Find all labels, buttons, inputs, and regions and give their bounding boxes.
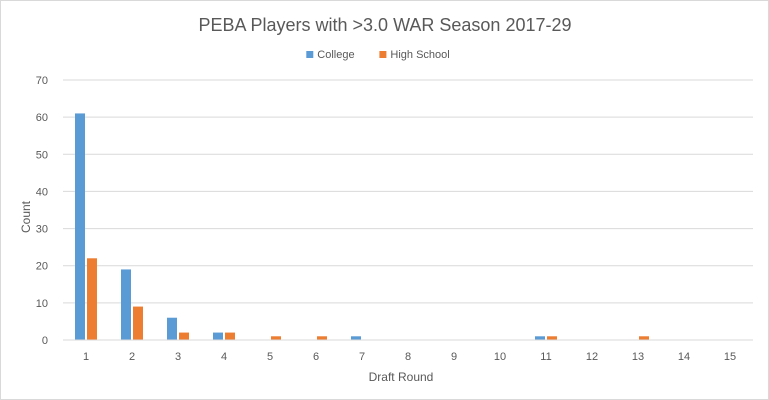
legend-swatch [306, 51, 314, 58]
bar-high-school [87, 258, 97, 340]
x-tick-label: 11 [540, 351, 551, 363]
x-tick-label: 1 [83, 351, 89, 363]
y-tick-label: 10 [36, 298, 48, 310]
x-tick-label: 8 [405, 351, 411, 363]
bar-college [213, 332, 223, 340]
bars [75, 113, 649, 340]
bar-college [121, 269, 131, 340]
bar-high-school [133, 306, 143, 340]
x-axis-label: Draft Round [369, 370, 434, 384]
y-tick-label: 30 [36, 224, 48, 236]
x-tick-label: 12 [586, 351, 598, 363]
bar-high-school [225, 332, 235, 340]
gridlines [63, 79, 753, 304]
x-tick-label: 14 [678, 351, 690, 363]
legend-label: College [317, 49, 354, 61]
y-tick-label: 70 [36, 75, 48, 87]
x-tick-label: 7 [359, 351, 365, 363]
x-tick-label: 6 [313, 351, 319, 363]
y-tick-label: 20 [36, 261, 48, 273]
chart-title: PEBA Players with >3.0 WAR Season 2017-2… [198, 15, 571, 35]
legend: College High School [306, 49, 450, 61]
x-tick-label: 2 [129, 351, 135, 363]
legend-swatch [379, 51, 387, 58]
x-tick-label: 15 [724, 351, 736, 363]
y-axis-ticks: 0 10 20 30 40 50 60 70 [36, 75, 48, 347]
bar-high-school [179, 332, 189, 340]
y-tick-label: 60 [36, 112, 48, 124]
x-tick-label: 13 [632, 351, 644, 363]
x-tick-label: 5 [267, 351, 273, 363]
x-tick-label: 3 [175, 351, 181, 363]
bar-high-school [639, 336, 649, 340]
x-tick-label: 9 [451, 351, 457, 363]
x-axis-ticks: 1 2 3 4 5 6 7 8 9 10 11 12 13 14 15 [83, 351, 736, 363]
bar-college [167, 317, 177, 340]
bar-high-school [547, 336, 557, 340]
y-axis-label: Count [19, 200, 33, 233]
y-tick-label: 40 [36, 186, 48, 198]
y-tick-label: 50 [36, 149, 48, 161]
y-tick-label: 0 [42, 335, 48, 347]
bar-high-school [271, 336, 281, 340]
bar-college [75, 113, 85, 340]
x-tick-label: 4 [221, 351, 227, 363]
bar-college [351, 336, 361, 340]
x-tick-label: 10 [494, 351, 506, 363]
bar-high-school [317, 336, 327, 340]
legend-label: High School [390, 49, 449, 61]
bar-college [535, 336, 545, 340]
